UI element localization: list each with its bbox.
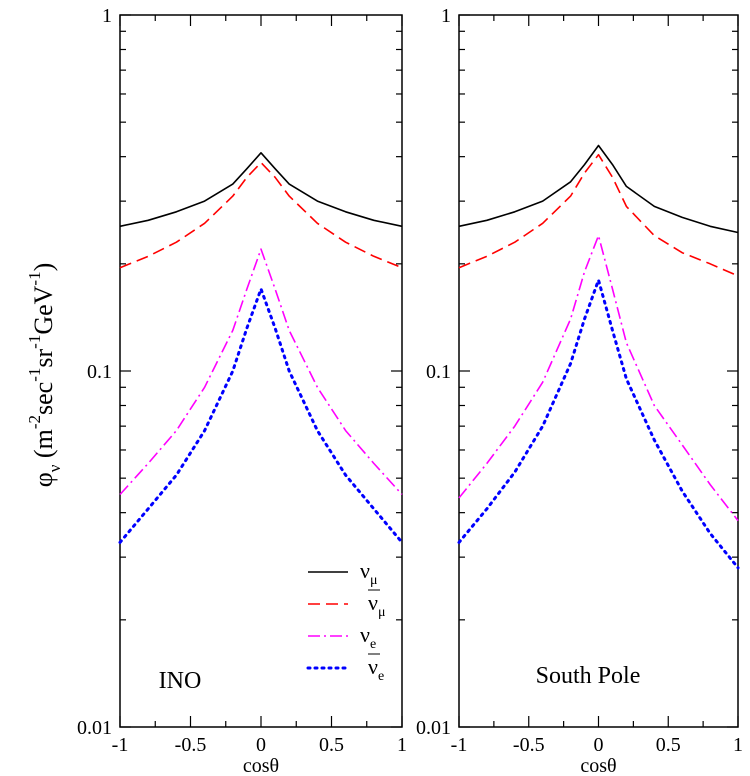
legend-symbol: ν <box>368 590 378 615</box>
y-tick-label: 0.1 <box>426 361 451 383</box>
x-tick-label: 0 <box>594 734 604 756</box>
y-axis-label-phi: φ <box>29 472 58 487</box>
y-axis-label-exp2: -1 <box>25 368 44 382</box>
y-axis-label-exp1: -2 <box>25 415 44 429</box>
plot-frame <box>458 14 739 728</box>
y-tick-label: 1 <box>441 5 451 27</box>
x-tick-label: 1 <box>397 734 407 756</box>
legend-label-nuebar: νe <box>368 654 384 684</box>
panel-south-pole: -1 -0.5 0 0.5 1 0.01 0.1 1 cosθ South Pole <box>416 5 743 776</box>
y-axis-label-exp4: -1 <box>25 271 44 285</box>
legend-symbol: ν <box>360 558 370 583</box>
series-line-nuebar <box>457 278 740 570</box>
legend-label-nue: νe <box>360 622 376 652</box>
y-tick-label: 0.01 <box>77 717 112 739</box>
y-axis-label-close: ) <box>29 263 58 272</box>
x-axis-label: cosθ <box>243 755 279 776</box>
panel-ino: -1 -0.5 0 0.5 1 0.01 0.1 1 cosθ INO <box>77 5 407 776</box>
x-axis-label: cosθ <box>580 755 616 776</box>
y-axis-label: φν (m-2sec-1sr-1GeV-1) <box>25 263 64 488</box>
legend-symbol: ν <box>360 622 370 647</box>
y-tick-label: 0.01 <box>416 717 451 739</box>
legend-label-numu: νμ <box>360 558 377 588</box>
x-tick-label: 0.5 <box>656 734 681 756</box>
x-tick-label: 0 <box>256 734 266 756</box>
y-axis-label-sr: sr <box>29 349 58 368</box>
y-tick-label: 0.1 <box>87 361 112 383</box>
y-axis-label-phi-sub: ν <box>45 464 64 472</box>
panel-label: South Pole <box>536 663 641 689</box>
legend-subscript: e <box>378 669 384 684</box>
y-axis-label-sec: sec <box>29 382 58 415</box>
series-line-nuebar <box>118 287 404 544</box>
panel-label: INO <box>159 668 202 694</box>
y-axis-label-exp3: -1 <box>25 335 44 349</box>
y-axis-label-gev: GeV <box>29 285 58 334</box>
legend-label-numubar: νμ <box>368 590 385 620</box>
plot-frame <box>119 14 403 728</box>
x-tick-label: -0.5 <box>175 734 207 756</box>
y-tick-label: 1 <box>102 5 112 27</box>
x-tick-label: -1 <box>451 734 468 756</box>
series-line-numu <box>119 152 403 228</box>
legend-subscript: e <box>370 637 376 652</box>
series-line-numubar <box>119 161 403 269</box>
series-line-nue <box>458 234 739 522</box>
x-tick-label: -0.5 <box>513 734 545 756</box>
series-line-nue <box>119 248 403 496</box>
series-line-numu <box>458 144 739 234</box>
x-tick-label: -1 <box>112 734 129 756</box>
legend-symbol: ν <box>368 654 378 679</box>
legend-subscript: μ <box>378 605 386 620</box>
legend-subscript: μ <box>370 573 378 588</box>
series-line-numubar <box>458 153 739 277</box>
x-tick-label: 1 <box>733 734 743 756</box>
x-tick-label: 0.5 <box>319 734 344 756</box>
y-axis-label-units: (m <box>29 429 58 464</box>
